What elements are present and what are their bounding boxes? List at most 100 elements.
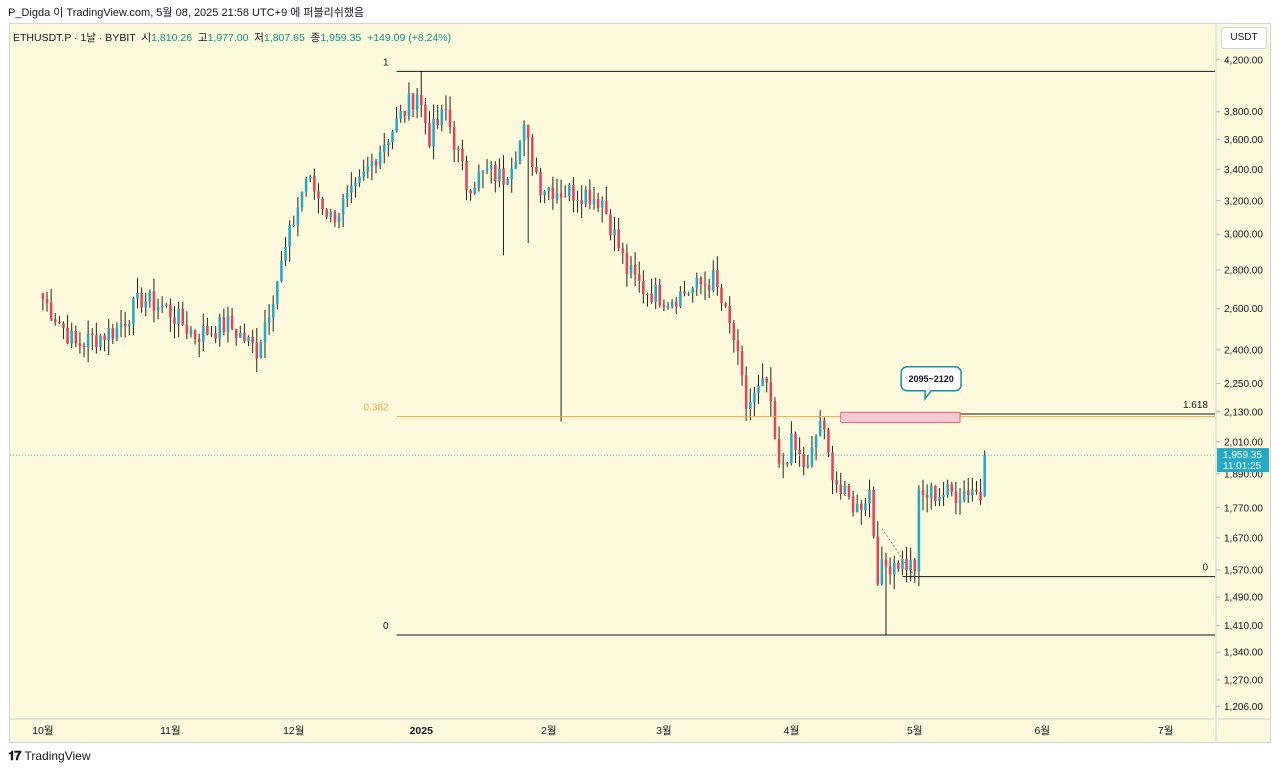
candle-body[interactable] — [70, 330, 73, 344]
candle-body[interactable] — [280, 260, 283, 282]
candle-body[interactable] — [317, 191, 320, 199]
footer-brand[interactable]: 𝟏𝟕 TradingView — [8, 748, 91, 764]
candle-body[interactable] — [905, 559, 908, 571]
candle-body[interactable] — [860, 503, 863, 510]
candle-body[interactable] — [526, 124, 530, 138]
candle-body[interactable] — [45, 298, 49, 304]
candle-body[interactable] — [720, 287, 723, 304]
candle-body[interactable] — [333, 211, 337, 222]
candle-body[interactable] — [773, 401, 777, 439]
callout-bubble[interactable] — [900, 366, 962, 402]
candle-body[interactable] — [650, 293, 653, 303]
candle-body[interactable] — [765, 378, 768, 383]
candle-body[interactable] — [897, 562, 900, 569]
candle-body[interactable] — [358, 176, 361, 183]
candle-body[interactable] — [461, 148, 464, 162]
candle-body[interactable] — [127, 324, 131, 327]
candle-body[interactable] — [329, 211, 333, 217]
candle-body[interactable] — [255, 342, 259, 359]
candle-body[interactable] — [239, 333, 242, 339]
candle-body[interactable] — [958, 499, 962, 504]
candle-body[interactable] — [584, 189, 588, 205]
candle-body[interactable] — [979, 491, 982, 501]
candle-body[interactable] — [748, 402, 752, 409]
candle-body[interactable] — [539, 171, 542, 196]
candle-body[interactable] — [99, 335, 102, 348]
candle-body[interactable] — [629, 264, 633, 274]
candle-body[interactable] — [568, 184, 571, 197]
trend-line[interactable] — [881, 528, 916, 577]
candle-body[interactable] — [913, 559, 917, 572]
candle-body[interactable] — [855, 503, 859, 513]
candle-body[interactable] — [605, 201, 608, 215]
candle-body[interactable] — [921, 489, 925, 495]
candle-body[interactable] — [465, 161, 468, 191]
candle-body[interactable] — [169, 304, 172, 318]
candle-body[interactable] — [781, 463, 785, 465]
candle-body[interactable] — [498, 168, 501, 182]
candle-body[interactable] — [271, 304, 275, 318]
candle-body[interactable] — [674, 301, 678, 307]
candle-body[interactable] — [193, 330, 197, 339]
candle-body[interactable] — [74, 330, 78, 344]
candle-body[interactable] — [276, 281, 279, 305]
candle-body[interactable] — [592, 198, 596, 205]
candle-body[interactable] — [580, 200, 583, 205]
candle-body[interactable] — [197, 338, 201, 342]
candle-body[interactable] — [300, 191, 304, 208]
candle-body[interactable] — [818, 420, 822, 437]
candle-body[interactable] — [387, 142, 390, 145]
candle-body[interactable] — [424, 104, 427, 124]
candle-body[interactable] — [185, 324, 189, 334]
candle-body[interactable] — [440, 109, 444, 126]
candle-body[interactable] — [140, 292, 143, 308]
candle-body[interactable] — [596, 198, 600, 208]
candle-body[interactable] — [378, 152, 382, 166]
candle-body[interactable] — [415, 94, 419, 110]
candle-body[interactable] — [917, 489, 921, 572]
candle-body[interactable] — [555, 193, 559, 199]
candle-body[interactable] — [148, 291, 152, 302]
candle-body[interactable] — [41, 293, 45, 299]
candle-body[interactable] — [210, 333, 213, 335]
candle-body[interactable] — [341, 198, 345, 215]
candle-body[interactable] — [736, 340, 740, 352]
candle-body[interactable] — [724, 303, 727, 306]
candle-body[interactable] — [625, 252, 629, 274]
candle-body[interactable] — [888, 566, 892, 575]
candle-body[interactable] — [436, 119, 439, 126]
candle-body[interactable] — [419, 94, 423, 105]
candle-body[interactable] — [600, 201, 604, 208]
candle-body[interactable] — [757, 386, 760, 393]
candle-body[interactable] — [452, 127, 456, 150]
candle-body[interactable] — [132, 298, 135, 325]
candle-body[interactable] — [954, 491, 958, 504]
candle-body[interactable] — [391, 131, 394, 143]
candle-body[interactable] — [851, 496, 855, 513]
candle-body[interactable] — [929, 485, 933, 498]
candle-body[interactable] — [160, 305, 164, 308]
candle-body[interactable] — [892, 562, 896, 575]
candle-body[interactable] — [864, 503, 867, 510]
symbol-label[interactable]: ETHUSDT.P · 1날 · BYBIT — [13, 32, 136, 44]
candle-body[interactable] — [695, 277, 699, 288]
candle-body[interactable] — [810, 447, 814, 466]
candle-body[interactable] — [78, 343, 82, 347]
candle-body[interactable] — [489, 164, 493, 169]
candle-body[interactable] — [909, 559, 912, 571]
candle-body[interactable] — [95, 335, 98, 348]
candle-body[interactable] — [518, 140, 522, 162]
candle-body[interactable] — [86, 334, 90, 348]
candle-body[interactable] — [983, 455, 986, 497]
candle-body[interactable] — [621, 248, 625, 253]
candle-body[interactable] — [514, 161, 518, 170]
candle-body[interactable] — [925, 494, 929, 498]
candle-body[interactable] — [794, 433, 797, 450]
candle-body[interactable] — [247, 336, 250, 342]
candle-body[interactable] — [382, 144, 386, 153]
candle-body[interactable] — [572, 184, 575, 201]
candle-body[interactable] — [119, 324, 123, 328]
candle-body[interactable] — [753, 392, 756, 403]
candle-body[interactable] — [728, 305, 731, 324]
